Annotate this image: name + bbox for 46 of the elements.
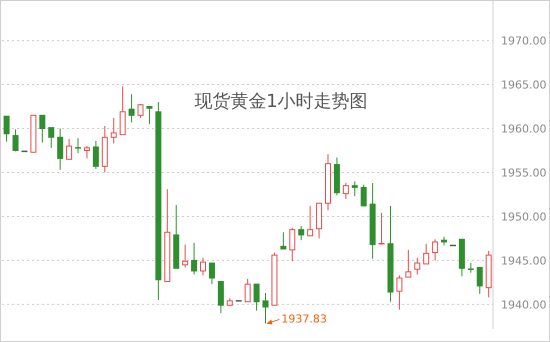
candlestick [128,94,135,123]
y-tick-label: 1940.00 [501,298,546,312]
candlestick [378,212,386,246]
candlestick [110,117,117,144]
y-tick-label: 1945.00 [501,254,546,268]
candlestick [262,292,268,324]
candlestick [307,205,314,236]
candlestick [12,128,19,152]
y-tick-label: 1960.00 [501,122,546,136]
candlestick [218,281,224,314]
candlestick [476,266,483,294]
candlestick [146,106,152,125]
candlestick [414,257,420,275]
candlestick [4,116,10,142]
candlestick [405,249,412,278]
candlestick [254,284,260,312]
candlestick [360,184,367,206]
candlestick [298,226,304,241]
candlestick [92,140,99,170]
candlestick [396,274,402,310]
y-tick-label: 1950.00 [501,210,546,224]
candlestick [84,146,90,159]
y-tick-label: 1955.00 [501,166,546,180]
candlestick [120,86,126,136]
candlestick [352,180,358,197]
candlestick [182,244,188,268]
candlestick [467,262,475,274]
y-tick-label: 1965.00 [501,78,546,92]
candlestick [289,227,296,262]
candlestick [48,127,54,148]
candlestick [200,257,206,276]
candlestick [244,278,251,302]
candlestick [66,138,72,160]
y-tick-label: 1970.00 [501,34,546,48]
candlestick [39,114,46,144]
candlestick [191,242,198,275]
text: 现货黄金1小时走势图 [193,90,369,113]
annotation: 1937.83 [281,312,327,326]
candlestick [208,262,215,285]
candlestick [342,182,349,200]
candlestick [138,103,144,118]
candlestick [432,238,438,261]
candlestick [280,232,286,250]
candlestick [74,138,82,154]
candlestick [423,243,430,264]
candlestick [57,128,64,170]
